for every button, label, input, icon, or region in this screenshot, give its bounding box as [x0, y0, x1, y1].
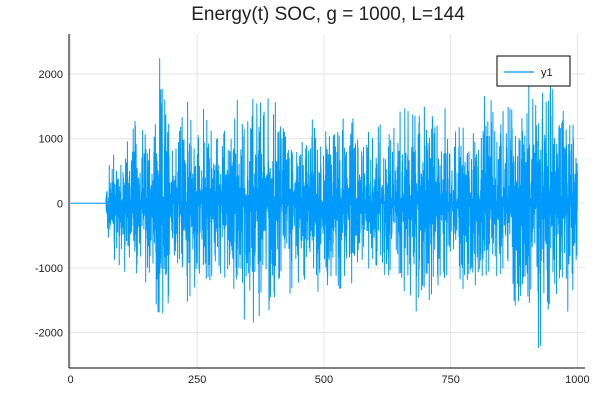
x-tick-label: 500 [315, 374, 333, 386]
y-tick-label: 1000 [39, 134, 63, 146]
series-layer [70, 58, 578, 349]
legend-label: y1 [541, 67, 553, 79]
x-tick-label: 250 [188, 374, 206, 386]
x-tick-label: 750 [441, 374, 459, 386]
x-tick-label: 0 [67, 374, 73, 386]
y-tick-label: 2000 [39, 69, 63, 81]
axes [68, 34, 585, 369]
legend-box [496, 55, 571, 87]
x-tick-label: 1000 [565, 374, 589, 386]
y-tick-label: -1000 [35, 263, 63, 275]
legend: y1 [496, 55, 571, 87]
chart-title: Energy(t) SOC, g = 1000, L=144 [191, 4, 465, 25]
y-tick-label: -2000 [35, 327, 63, 339]
tick-labels: 0 250 500 750 1000 -2000 -1000 0 1000 2000 [35, 69, 590, 386]
y-tick-label: 0 [57, 198, 63, 210]
series-line-y1 [70, 58, 578, 349]
